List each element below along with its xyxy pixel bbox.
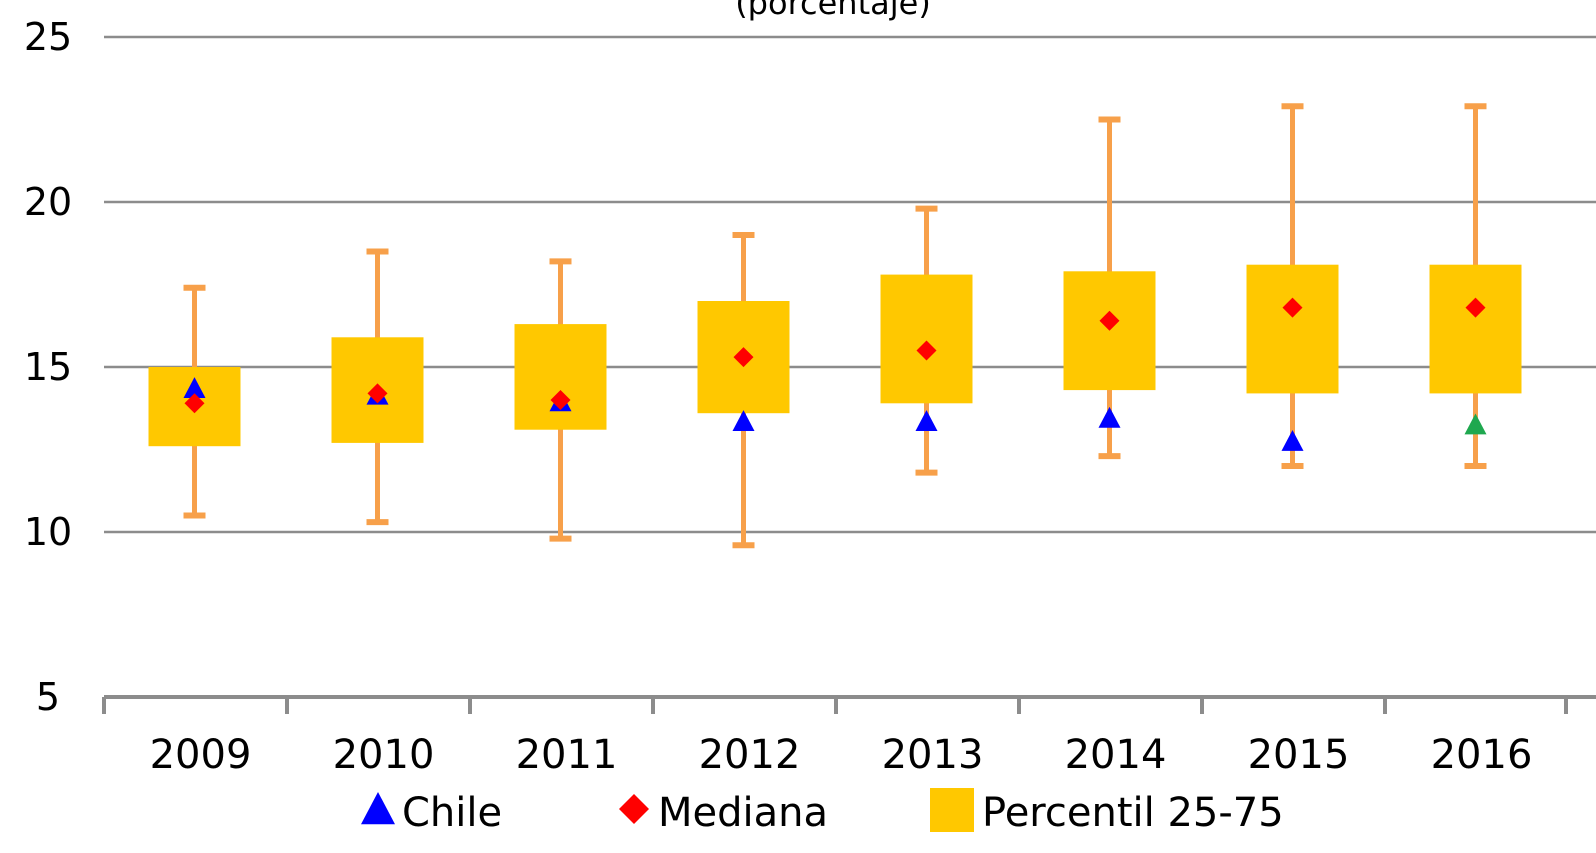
x-tick-label-2013: 2013 [882, 732, 984, 778]
legend-chile-icon [361, 791, 395, 825]
legend-chile-label: Chile [402, 790, 502, 836]
gridlines [104, 35, 1596, 534]
x-tick-label-2009: 2009 [150, 732, 252, 778]
median-marker-2014 [1099, 310, 1120, 331]
percentile-box-2015 [1246, 264, 1339, 394]
x-tick-label-2012: 2012 [699, 732, 801, 778]
chile-marker-2015 [1281, 429, 1304, 451]
percentile-box-2016 [1429, 264, 1522, 394]
x-axis [102, 695, 1596, 714]
x-tick-label-2016: 2016 [1431, 732, 1533, 778]
median-marker-2009 [184, 393, 205, 414]
y-tick-label-25: 25 [24, 15, 72, 59]
chile-marker-2013 [915, 410, 938, 432]
legend-percentile-icon [930, 788, 974, 832]
legend-percentile-label: Percentil 25-75 [982, 790, 1284, 836]
percentile-boxes [148, 264, 1522, 447]
legend-mediana-icon [619, 794, 649, 824]
x-tick-label-2014: 2014 [1065, 732, 1167, 778]
median-marker-2011 [550, 390, 571, 410]
median-marker-2015 [1282, 297, 1303, 318]
percentile-box-2013 [880, 274, 973, 404]
x-axis-tick-labels: 2009 2010 2011 2012 2013 2014 2015 2016 [150, 732, 1533, 778]
y-tick-label-20: 20 [24, 180, 72, 224]
point-markers [183, 297, 1487, 451]
y-tick-label-5: 5 [36, 675, 60, 719]
chart-title: (porcentaje) [735, 0, 931, 22]
chile-marker-2014 [1098, 406, 1121, 428]
median-marker-2010 [367, 383, 388, 404]
chile-marker-2012 [732, 410, 755, 432]
legend-mediana-label: Mediana [658, 790, 828, 836]
x-tick-label-2010: 2010 [333, 732, 435, 778]
y-tick-label-15: 15 [24, 345, 72, 389]
median-marker-2016 [1465, 297, 1486, 318]
y-tick-label-10: 10 [24, 510, 72, 554]
chile-marker-2009 [183, 377, 206, 399]
y-axis-tick-labels: 5 10 15 20 25 [24, 15, 72, 719]
legend: Chile Mediana Percentil 25-75 [361, 788, 1284, 836]
chile-marker-2016 [1464, 413, 1487, 435]
percentile-box-2011 [514, 324, 607, 430]
median-marker-2013 [916, 340, 937, 361]
median-marker-2012 [733, 347, 754, 368]
x-tick-label-2015: 2015 [1248, 732, 1350, 778]
x-tick-label-2011: 2011 [516, 732, 618, 778]
